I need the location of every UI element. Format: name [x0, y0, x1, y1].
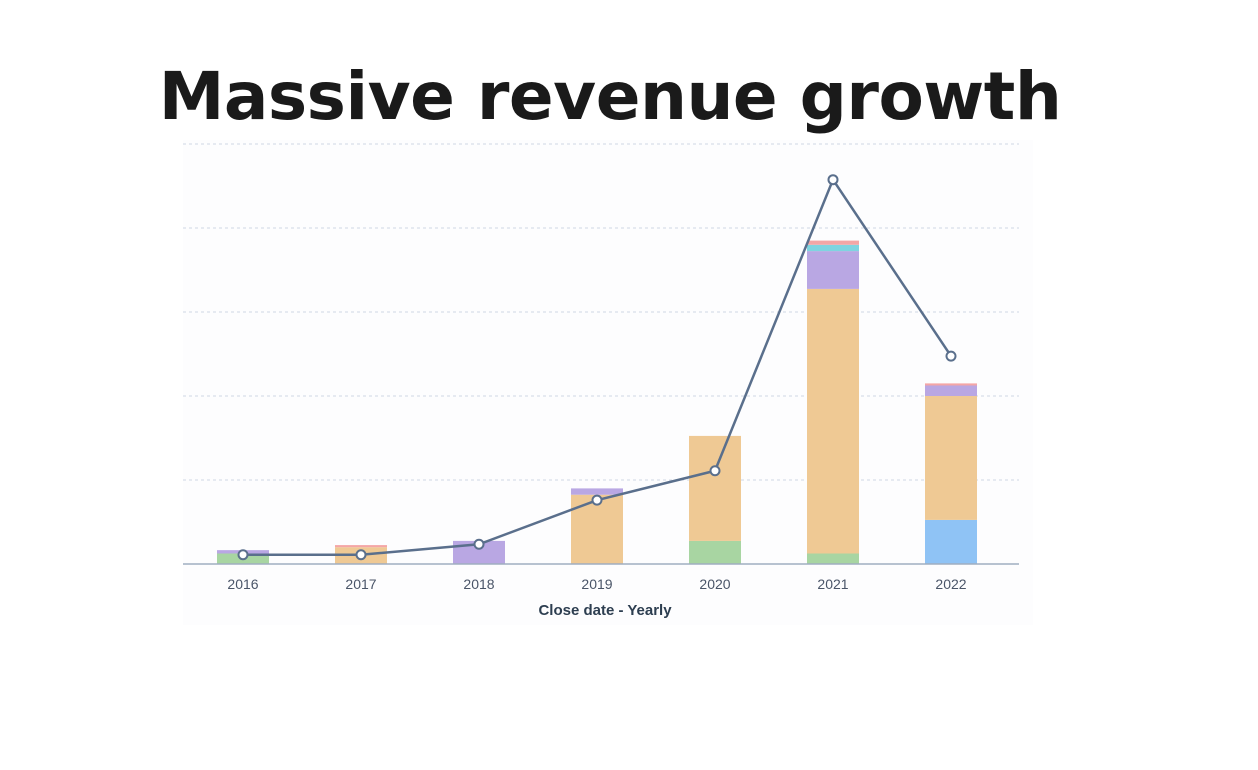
bar-segment-purple-2021 — [807, 251, 859, 289]
bar-segment-teal-2021 — [807, 244, 859, 252]
gridlines — [183, 143, 1019, 481]
x-tick-label-2017: 2017 — [345, 576, 376, 592]
trend-point-2017 — [355, 549, 367, 561]
bar-segment-orange-2022 — [925, 396, 977, 520]
bar-segment-orange-2021 — [807, 288, 859, 554]
bar-segment-green-2020 — [689, 540, 741, 564]
bar-segment-pink-2017 — [335, 545, 387, 548]
bar-segment-pink-2022 — [925, 383, 977, 386]
x-tick-label-2020: 2020 — [699, 576, 730, 592]
x-axis-title: Close date - Yearly — [538, 602, 672, 619]
bar-segment-purple-2022 — [925, 385, 977, 396]
trend-point-2020 — [709, 465, 721, 477]
stacked-bar-line-chart: 2016 2017 2018 2019 2020 2021 2022 Close date … — [183, 143, 1019, 619]
bar-segment-purple-2018 — [453, 540, 505, 564]
x-tick-labels: 2016 2017 2018 2019 2020 2021 2022 — [227, 576, 966, 592]
chart-area: 2016 2017 2018 2019 2020 2021 2022 Close date … — [183, 140, 1033, 625]
x-tick-label-2022: 2022 — [935, 576, 966, 592]
trend-point-2022 — [945, 350, 957, 362]
bar-segment-blue-2022 — [925, 519, 977, 564]
x-tick-label-2019: 2019 — [581, 576, 612, 592]
x-tick-label-2016: 2016 — [227, 576, 258, 592]
bar-segment-orange-2020 — [689, 435, 741, 541]
trend-point-2018 — [473, 538, 485, 550]
trend-point-2019 — [591, 494, 603, 506]
bar-stacks — [217, 240, 977, 564]
trend-point-2016 — [237, 549, 249, 561]
x-tick-label-2021: 2021 — [817, 576, 848, 592]
x-tick-label-2018: 2018 — [463, 576, 494, 592]
trend-point-2021 — [827, 174, 839, 186]
bar-segment-purple-2019 — [571, 488, 623, 495]
bar-segment-pink-2021 — [807, 240, 859, 245]
chart-title: Massive revenue growth — [158, 58, 1062, 135]
bar-segment-green-2021 — [807, 553, 859, 564]
trend-points — [237, 174, 957, 561]
